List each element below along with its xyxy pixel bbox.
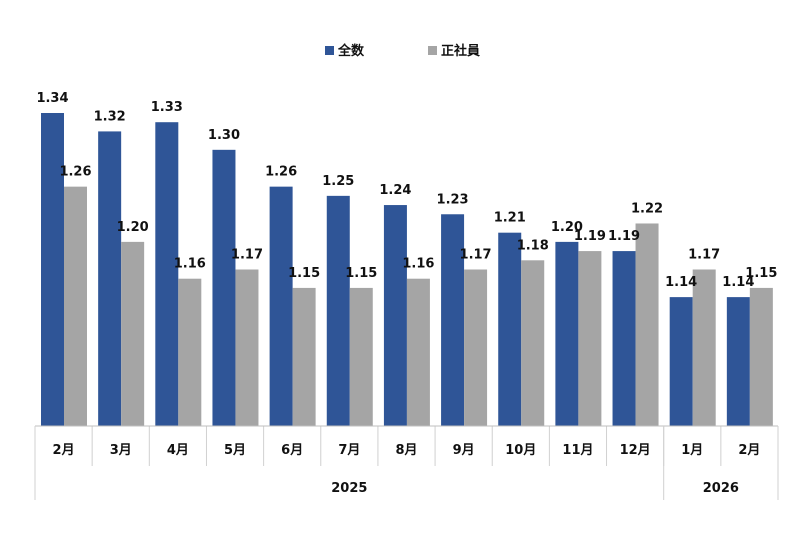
bar-0-7	[441, 214, 465, 426]
bar-0-2	[155, 122, 179, 427]
data-label: 1.30	[208, 128, 240, 143]
data-label: 1.26	[59, 165, 91, 180]
data-label: 1.21	[494, 211, 526, 226]
bar-0-12	[726, 297, 750, 426]
legend: 全数 正社員	[325, 43, 480, 59]
bar-1-10	[635, 223, 659, 426]
data-label: 1.33	[151, 100, 183, 115]
bar-0-1	[98, 131, 122, 427]
x-tick-label: 5月	[224, 443, 246, 458]
bars	[41, 113, 773, 427]
bar-0-9	[555, 241, 579, 426]
x-tick-label: 2月	[738, 443, 760, 458]
data-label: 1.26	[265, 165, 297, 180]
data-label: 1.20	[117, 220, 149, 235]
data-label: 1.23	[437, 192, 469, 207]
bar-1-5	[349, 287, 373, 426]
data-label: 1.14	[722, 275, 754, 290]
data-label: 1.17	[231, 248, 263, 263]
x-tick-label: 4月	[167, 443, 189, 458]
data-label: 1.25	[322, 174, 354, 189]
data-label: 1.22	[631, 201, 663, 216]
year-label: 2026	[703, 481, 739, 496]
legend-swatch-1	[428, 46, 437, 55]
legend-label-0: 全数	[337, 43, 365, 59]
x-tick-label: 6月	[281, 443, 303, 458]
data-label: 1.15	[288, 266, 320, 281]
data-label: 1.20	[551, 220, 583, 235]
legend-swatch-0	[325, 46, 334, 55]
bar-0-3	[212, 149, 236, 426]
bar-1-3	[235, 269, 259, 426]
data-labels: 1.34 1.26 1.32 1.20 1.33 1.16 1.30 1.17 1.26 1.15…	[36, 91, 777, 290]
data-label: 1.17	[688, 248, 720, 263]
data-label: 1.32	[94, 109, 126, 124]
bar-1-9	[578, 251, 602, 426]
x-tick-label: 8月	[395, 443, 417, 458]
x-tick-label: 1月	[681, 443, 703, 458]
data-label: 1.15	[345, 266, 377, 281]
bar-1-12	[749, 287, 773, 426]
x-tick-label: 12月	[620, 443, 651, 458]
bar-1-7	[464, 269, 488, 426]
bar-1-0	[64, 186, 87, 426]
data-label: 1.15	[745, 266, 777, 281]
bar-1-6	[406, 278, 430, 426]
x-tick-label: 7月	[338, 443, 360, 458]
bar-0-0	[41, 113, 64, 426]
x-tick-label: 9月	[453, 443, 475, 458]
data-label: 1.17	[460, 248, 492, 263]
x-tick-label: 10月	[505, 443, 536, 458]
bar-0-8	[498, 232, 522, 426]
bar-0-10	[612, 251, 636, 426]
bar-1-2	[178, 278, 202, 426]
bar-1-1	[121, 241, 145, 426]
data-label: 1.14	[665, 275, 697, 290]
bar-1-11	[692, 269, 716, 426]
data-label: 1.19	[608, 229, 640, 244]
bar-0-5	[326, 195, 350, 426]
x-axis: 2月 3月 4月 5月 6月 7月 8月 9月 10月 11月 12月 1月 2月 2025 2026	[34, 425, 779, 500]
bar-0-4	[269, 186, 293, 426]
legend-label-1: 正社員	[441, 43, 480, 59]
bar-0-11	[669, 297, 693, 426]
data-label: 1.34	[36, 91, 68, 106]
x-tick-label: 11月	[562, 443, 593, 458]
data-label: 1.16	[174, 257, 206, 272]
bar-1-4	[292, 287, 316, 426]
data-label: 1.19	[574, 229, 606, 244]
x-tick-label: 3月	[110, 443, 132, 458]
year-label: 2025	[331, 481, 367, 496]
data-label: 1.16	[402, 257, 434, 272]
x-tick-label: 2月	[53, 443, 75, 458]
bar-0-6	[383, 205, 407, 426]
bar-1-8	[521, 260, 545, 426]
data-label: 1.18	[517, 238, 549, 253]
data-label: 1.24	[379, 183, 411, 198]
